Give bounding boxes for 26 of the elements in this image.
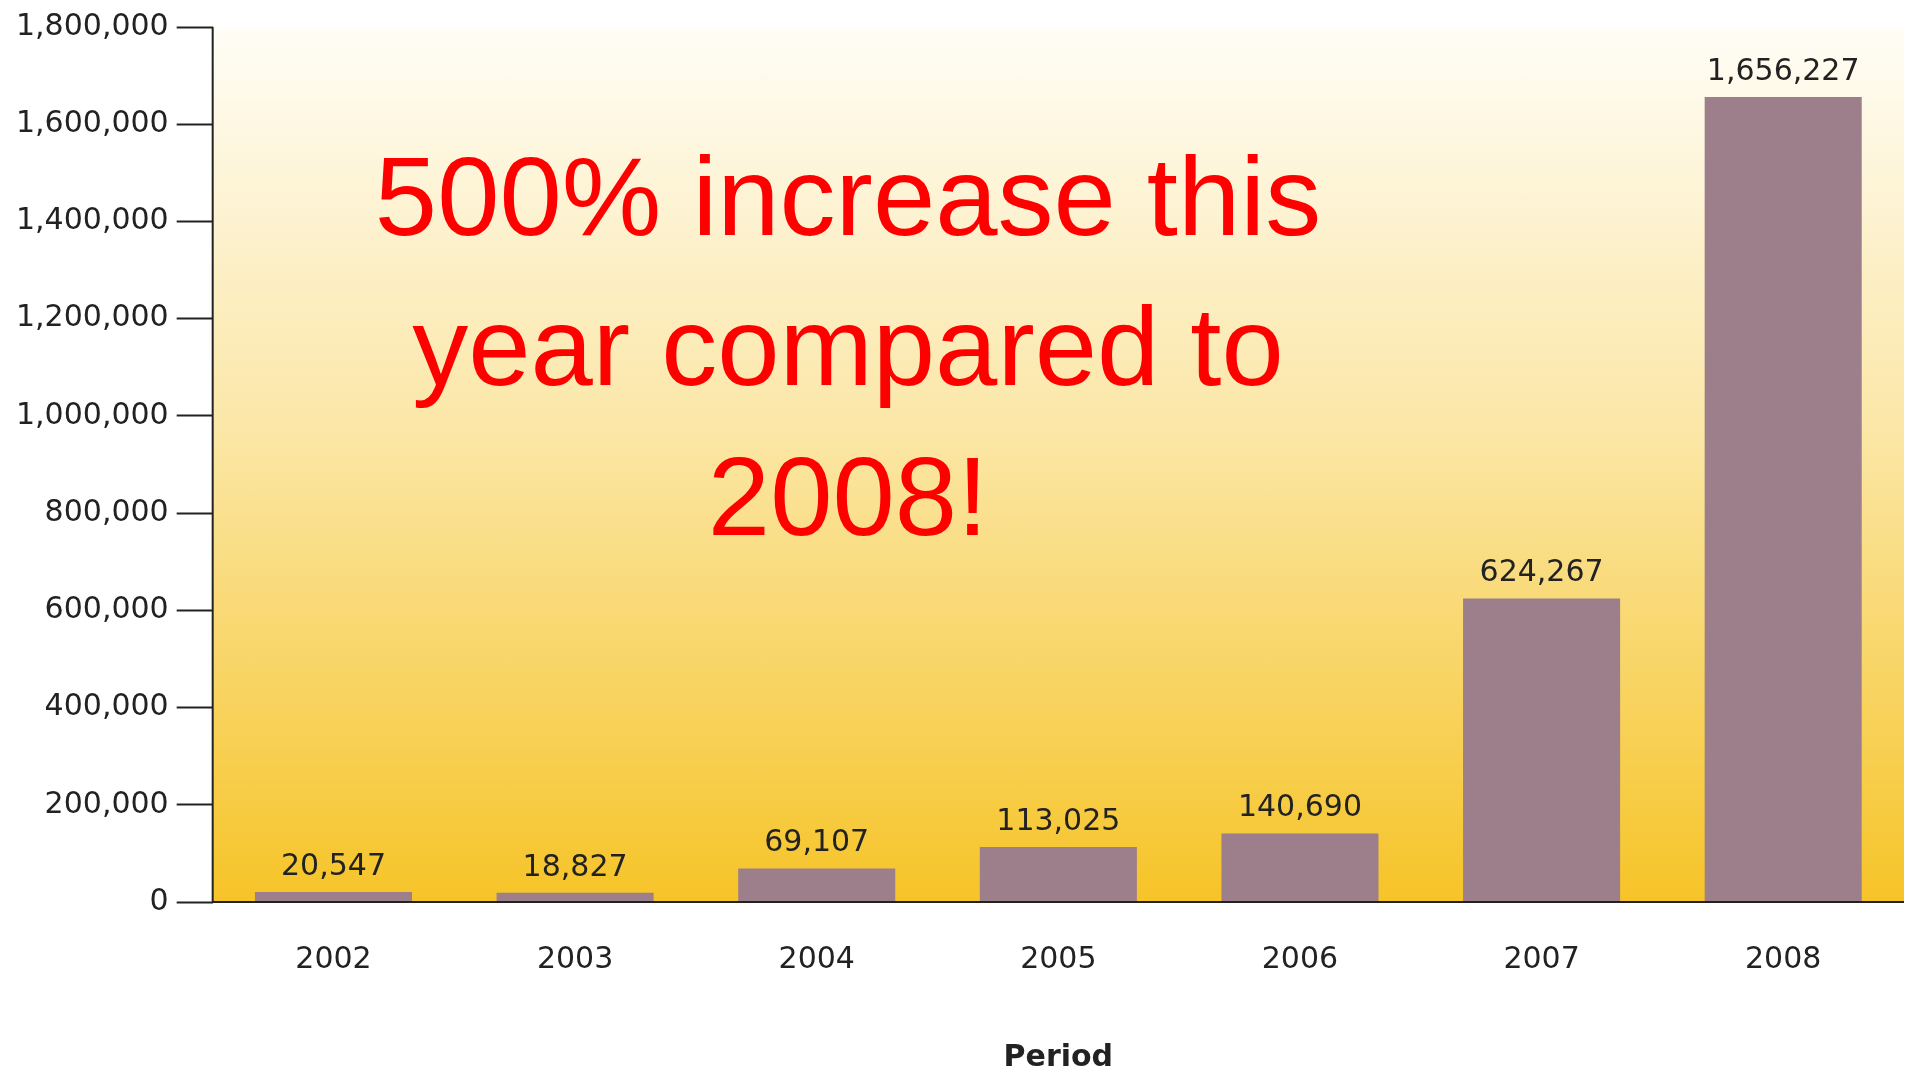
x-tick-label: 2007 xyxy=(1503,939,1580,975)
x-tick-label: 2008 xyxy=(1745,939,1822,975)
y-tick-label: 200,000 xyxy=(44,784,169,820)
x-tick-label: 2002 xyxy=(295,939,372,975)
y-tick-label: 400,000 xyxy=(44,687,169,723)
x-tick-label: 2006 xyxy=(1261,939,1339,975)
x-tick-label: 2005 xyxy=(1020,939,1097,975)
annotation: 500% increase this year compared to 2008! xyxy=(374,134,1322,559)
y-tick-label: 1,200,000 xyxy=(15,298,169,334)
data-label: 69,107 xyxy=(764,823,870,859)
y-tick-label: 800,000 xyxy=(44,492,169,528)
data-label: 113,025 xyxy=(996,801,1121,837)
data-label: 18,827 xyxy=(522,847,628,883)
data-label: 624,267 xyxy=(1479,553,1604,589)
y-tick-label: 600,000 xyxy=(44,590,169,626)
x-tick-label: 2004 xyxy=(778,939,855,975)
data-label: 140,690 xyxy=(1237,788,1362,824)
x-tick-label: 2003 xyxy=(536,939,614,975)
data-label: 1,656,227 xyxy=(1706,51,1860,87)
data-label: 20,547 xyxy=(281,846,386,882)
y-tick-label: 1,400,000 xyxy=(15,201,169,237)
y-tick-label: 1,000,000 xyxy=(15,395,169,431)
y-tick-label: 1,800,000 xyxy=(15,6,169,42)
y-tick-label: 0 xyxy=(149,881,169,917)
y-tick-label: 1,600,000 xyxy=(15,104,169,140)
x-axis-title: Period xyxy=(1003,1037,1114,1073)
